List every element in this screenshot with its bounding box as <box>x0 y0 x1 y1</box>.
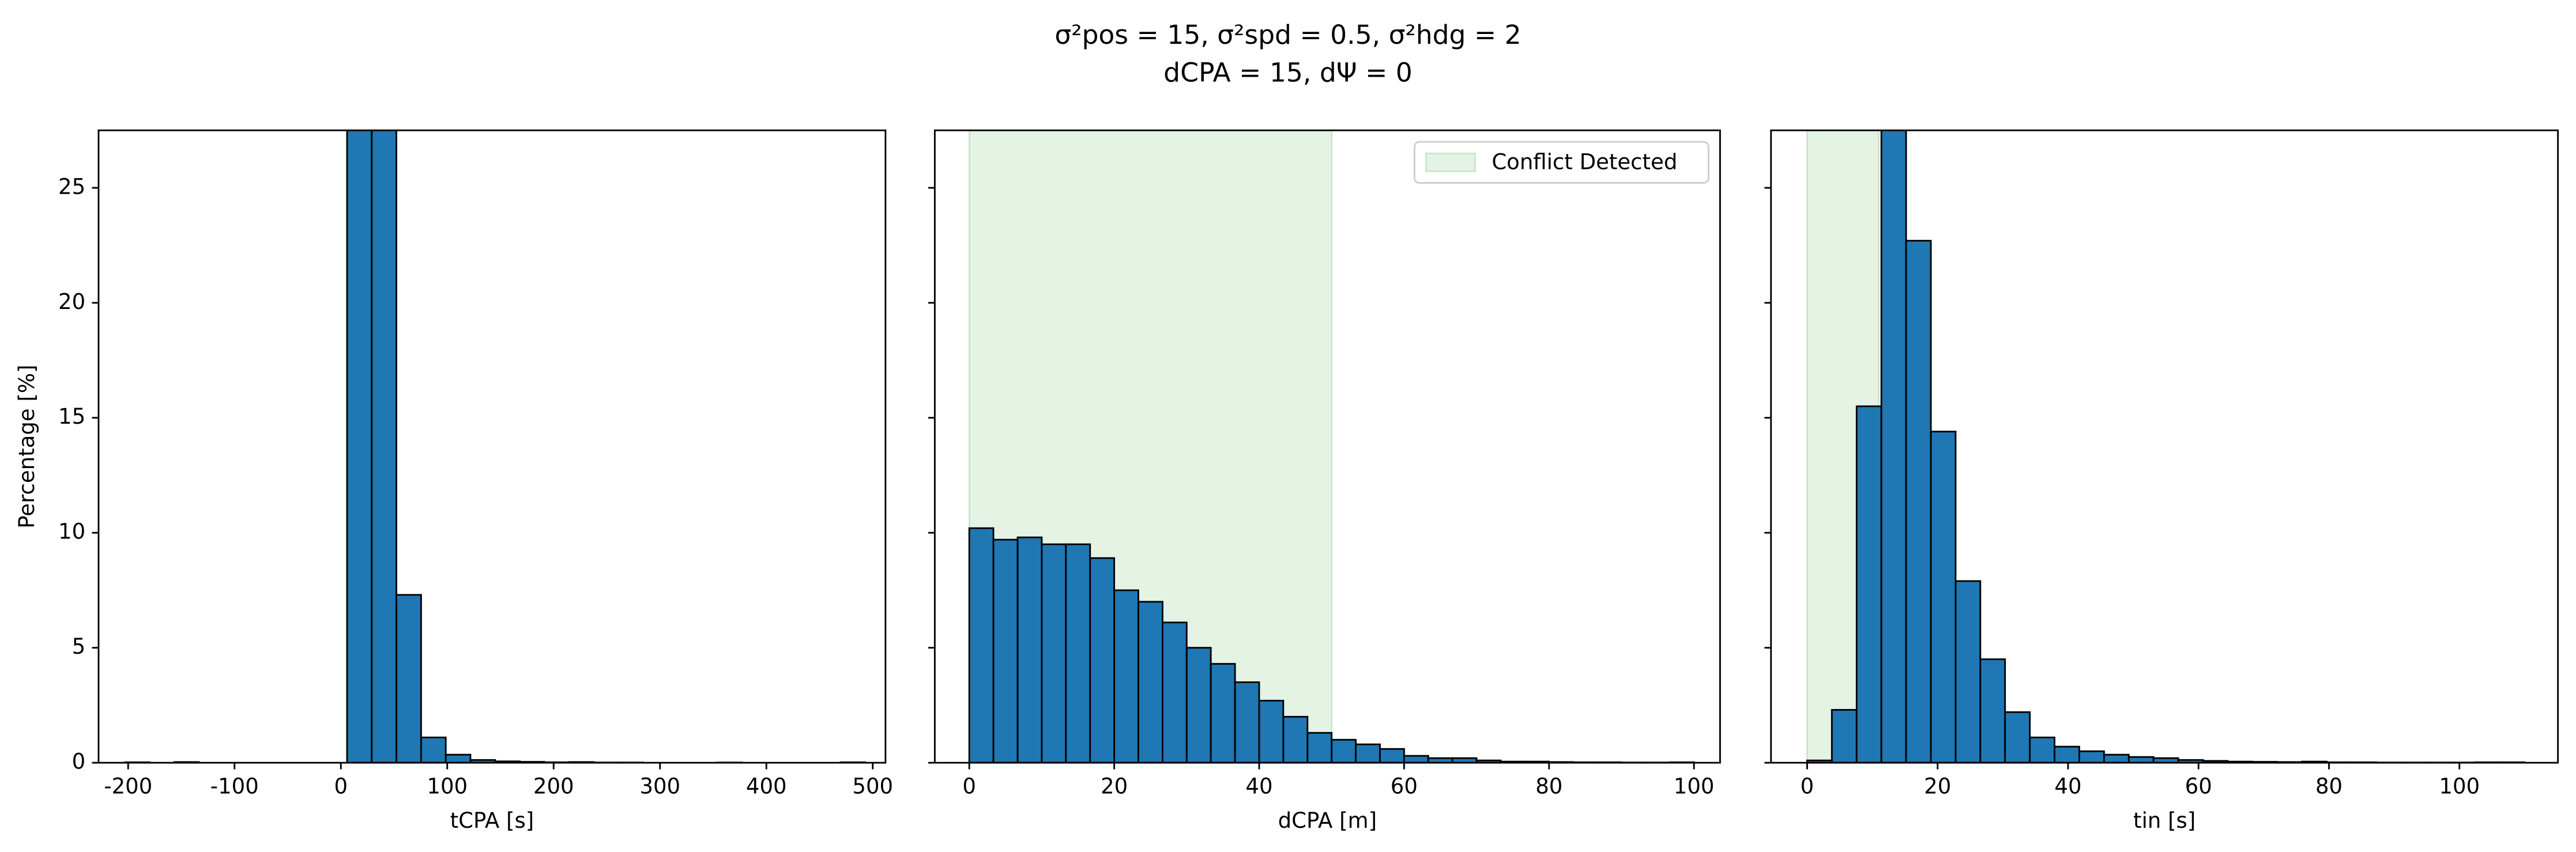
bar <box>2029 736 2055 763</box>
y-tick-label: 10 <box>58 519 85 544</box>
bar <box>1041 543 1067 763</box>
bar <box>1016 536 1043 763</box>
x-tick-label: 100 <box>2439 774 2480 798</box>
legend-swatch <box>1425 152 1477 172</box>
figure-title: dCPA = 15, dΨ = 0 <box>1163 58 1413 88</box>
bar <box>371 130 397 763</box>
plot-area <box>968 130 1695 763</box>
bar <box>445 753 472 763</box>
y-axis-label: Percentage [%] <box>14 365 39 529</box>
x-axis-label: tCPA [s] <box>450 808 534 833</box>
bar <box>1331 738 1357 763</box>
bar <box>2127 756 2155 763</box>
x-tick-label: 80 <box>1535 774 1562 798</box>
bar <box>1306 732 1333 763</box>
axes-frame <box>1770 129 2559 764</box>
x-tick-label: -200 <box>104 774 152 798</box>
bar <box>992 538 1019 763</box>
x-tick-label: 80 <box>2315 774 2342 798</box>
y-tick-label: 20 <box>58 289 85 314</box>
axes-frame <box>97 129 887 764</box>
x-tick-label: 40 <box>2054 774 2081 798</box>
bar <box>1065 543 1091 763</box>
axes-frame <box>933 129 1721 764</box>
x-tick-label: 500 <box>852 774 893 798</box>
x-tick-label: 300 <box>639 774 680 798</box>
bar <box>420 736 447 763</box>
bar <box>1831 708 1858 763</box>
figure-title: σ²pos = 15, σ²spd = 0.5, σ²hdg = 2 <box>1054 20 1521 50</box>
bar <box>1930 431 1957 763</box>
bar <box>1855 405 1882 763</box>
x-tick-label: 0 <box>334 774 348 798</box>
bar <box>1355 743 1381 763</box>
x-tick-label: 0 <box>962 774 976 798</box>
bar <box>396 594 422 763</box>
x-tick-label: 40 <box>1245 774 1272 798</box>
bar <box>1282 715 1309 763</box>
bar <box>1905 240 1932 763</box>
bar <box>1089 557 1116 763</box>
bar <box>1210 663 1236 763</box>
bar <box>2103 753 2130 763</box>
x-tick-label: 0 <box>1801 774 1814 798</box>
plot-area <box>124 130 867 763</box>
legend-box <box>1413 141 1709 184</box>
bar <box>346 130 373 763</box>
bar <box>1113 589 1139 763</box>
y-tick-label: 5 <box>72 634 86 659</box>
bar <box>1138 601 1163 763</box>
bar <box>1979 658 2006 763</box>
legend-label: Conflict Detected <box>1492 150 1677 175</box>
x-tick-label: 20 <box>1924 774 1951 798</box>
x-tick-label: 200 <box>533 774 574 798</box>
x-tick-label: 100 <box>1674 774 1715 798</box>
bar <box>1403 755 1429 763</box>
bar <box>968 527 995 763</box>
x-tick-label: 60 <box>2185 774 2212 798</box>
x-tick-label: -100 <box>210 774 259 798</box>
y-tick-label: 15 <box>58 404 85 429</box>
x-tick-label: 20 <box>1101 774 1128 798</box>
bar <box>2078 750 2105 763</box>
x-axis-label: dCPA [m] <box>1278 808 1377 833</box>
bar <box>1258 700 1285 763</box>
bar <box>2054 745 2080 763</box>
x-axis-label: tin [s] <box>2133 808 2195 833</box>
bar <box>1234 681 1260 763</box>
plot-area <box>1806 130 2526 763</box>
bar <box>1185 647 1212 763</box>
bar <box>2004 711 2031 763</box>
y-tick-label: 25 <box>58 174 85 199</box>
bar <box>1379 748 1405 763</box>
x-tick-label: 60 <box>1391 774 1418 798</box>
x-tick-label: 400 <box>746 774 787 798</box>
bar <box>1162 621 1188 763</box>
y-tick-label: 0 <box>72 749 86 774</box>
bar <box>1954 580 1982 763</box>
bar <box>1880 130 1907 763</box>
x-tick-label: 100 <box>427 774 468 798</box>
